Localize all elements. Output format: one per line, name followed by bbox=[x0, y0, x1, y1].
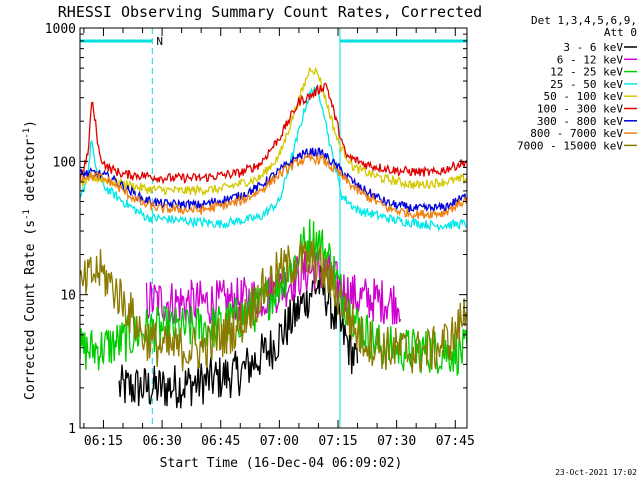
y-tick-label-1: 10 bbox=[60, 289, 76, 304]
x-tick-label-1: 06:30 bbox=[143, 434, 182, 449]
footer-date: 23-Oct-2021 17:02 bbox=[555, 468, 637, 477]
legend-label-0: 3 - 6 keV bbox=[563, 41, 623, 54]
series-line-0 bbox=[118, 264, 359, 409]
chart-title: RHESSI Observing Summary Count Rates, Co… bbox=[58, 3, 482, 21]
x-axis-label: Start Time (16-Dec-04 06:09:02) bbox=[160, 456, 403, 471]
legend-label-2: 12 - 25 keV bbox=[550, 66, 623, 79]
y-tick-label-2: 100 bbox=[53, 155, 76, 170]
legend-label-1: 6 - 12 keV bbox=[557, 53, 624, 66]
x-tick-label-5: 07:30 bbox=[377, 434, 416, 449]
x-ticks: 06:15 06:30 06:45 07:00 07:15 07:30 07:45 bbox=[83, 28, 475, 449]
y-tick-label-3: 1000 bbox=[45, 22, 76, 37]
series-line-1 bbox=[145, 251, 402, 327]
y-tick-label-0: 1 bbox=[68, 422, 76, 437]
legend-label-4: 50 - 100 keV bbox=[544, 90, 624, 103]
y-axis-label: Corrected Count Rate (s-1 detector-1) bbox=[22, 120, 38, 400]
legend-label-7: 800 - 7000 keV bbox=[530, 127, 623, 140]
legend-label-3: 25 - 50 keV bbox=[550, 78, 623, 91]
legend-label-6: 300 - 800 keV bbox=[537, 115, 623, 128]
x-tick-label-0: 06:15 bbox=[84, 434, 123, 449]
axes bbox=[79, 27, 468, 429]
x-tick-label-2: 06:45 bbox=[201, 434, 240, 449]
series-line-5 bbox=[79, 82, 468, 185]
annotations: N bbox=[156, 35, 163, 48]
series-line-3 bbox=[79, 84, 468, 232]
night-interval-bands bbox=[80, 28, 467, 428]
series-line-8 bbox=[79, 239, 468, 374]
plot-frame bbox=[79, 27, 468, 429]
y-ticks: 1 10 100 1000 bbox=[45, 22, 467, 437]
series-line-4 bbox=[79, 66, 468, 197]
legend-header-detectors: Det 1,3,4,5,6,9, bbox=[531, 14, 637, 27]
x-tick-label-4: 07:15 bbox=[318, 434, 357, 449]
series-layer bbox=[79, 66, 468, 409]
legend-label-8: 7000 - 15000 keV bbox=[517, 139, 623, 152]
x-tick-label-3: 07:00 bbox=[260, 434, 299, 449]
series-line-7 bbox=[79, 152, 468, 220]
legend-header-attenuator: Att 0 bbox=[604, 26, 637, 39]
legend-label-5: 100 - 300 keV bbox=[537, 103, 623, 116]
x-tick-label-6: 07:45 bbox=[436, 434, 475, 449]
annotation-n: N bbox=[156, 35, 163, 48]
